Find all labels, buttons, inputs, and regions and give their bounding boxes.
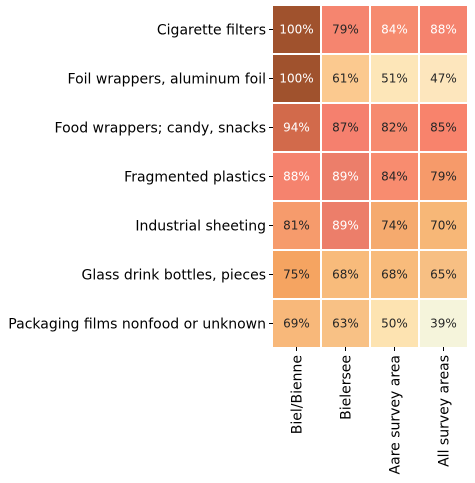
row-labels: Cigarette filters Foil wrappers, aluminum… <box>8 23 273 333</box>
heatmap-cell <box>273 153 320 200</box>
heatmap-cell <box>273 202 320 249</box>
heatmap-cell <box>322 251 369 298</box>
cell-value-label: 50% <box>381 317 408 331</box>
cell-value-label: 79% <box>430 170 457 184</box>
heatmap-cell <box>371 6 418 53</box>
column-label: Biel/Bienne <box>290 355 306 434</box>
heatmap-cell <box>420 300 467 347</box>
cell-value-label: 100% <box>279 72 313 86</box>
cell-value-label: 84% <box>381 170 408 184</box>
cell-value-label: 69% <box>283 317 310 331</box>
cell-value-label: 47% <box>430 72 457 86</box>
cell-value-label: 61% <box>332 72 359 86</box>
cell-value-label: 39% <box>430 317 457 331</box>
heatmap-cell <box>322 104 369 151</box>
heatmap-cell <box>273 251 320 298</box>
heatmap-cell <box>420 202 467 249</box>
cell-value-label: 84% <box>381 23 408 37</box>
cell-value-label: 88% <box>430 23 457 37</box>
heatmap-cell <box>273 300 320 347</box>
row-label: Industrial sheeting <box>135 219 266 235</box>
heatmap-cell <box>420 251 467 298</box>
heatmap-cell <box>322 153 369 200</box>
heatmap-cell <box>273 55 320 102</box>
cell-value-label: 74% <box>381 219 408 233</box>
cell-value-label: 82% <box>381 121 408 135</box>
cell-value-label: 70% <box>430 219 457 233</box>
cell-value-label: 51% <box>381 72 408 86</box>
heatmap-cell <box>273 104 320 151</box>
column-label: Bielersee <box>339 355 355 420</box>
column-label: All survey areas <box>437 355 453 467</box>
heatmap-cell <box>371 300 418 347</box>
row-label: Fragmented plastics <box>124 170 266 186</box>
cell-value-label: 100% <box>279 23 313 37</box>
cell-value-label: 89% <box>332 170 359 184</box>
heatmap-cell <box>420 6 467 53</box>
heatmap-cell <box>322 202 369 249</box>
cell-value-label: 65% <box>430 268 457 282</box>
cell-value-label: 85% <box>430 121 457 135</box>
heatmap-cell <box>371 104 418 151</box>
column-labels: Biel/Bienne Bielersee Aare survey area All … <box>290 347 453 474</box>
heatmap-cells <box>273 6 467 347</box>
heatmap-cell <box>371 202 418 249</box>
column-label: Aare survey area <box>388 355 404 474</box>
heatmap-cell <box>322 6 369 53</box>
row-label: Cigarette filters <box>157 23 266 39</box>
cell-value-label: 79% <box>332 23 359 37</box>
heatmap-cell <box>420 104 467 151</box>
heatmap-cell <box>420 55 467 102</box>
heatmap-cell <box>371 153 418 200</box>
heatmap-cell <box>371 251 418 298</box>
heatmap-cell <box>420 153 467 200</box>
cell-value-label: 89% <box>332 219 359 233</box>
row-label: Glass drink bottles, pieces <box>82 268 266 284</box>
cell-value-label: 88% <box>283 170 310 184</box>
cell-value-label: 94% <box>283 121 310 135</box>
row-label: Food wrappers; candy, snacks <box>55 121 266 137</box>
cell-value-label: 63% <box>332 317 359 331</box>
heatmap-cell <box>371 55 418 102</box>
cell-value-label: 68% <box>332 268 359 282</box>
cell-value-label: 75% <box>283 268 310 282</box>
row-label: Foil wrappers, aluminum foil <box>68 72 266 88</box>
cell-value-label: 87% <box>332 121 359 135</box>
heatmap-cell <box>273 6 320 53</box>
heatmap-cell <box>322 55 369 102</box>
cell-value-label: 81% <box>283 219 310 233</box>
row-label: Packaging films nonfood or unknown <box>8 317 266 333</box>
heatmap-cell <box>322 300 369 347</box>
cell-value-labels: 100% 79% 84% 88% 100% 61% 51% 47% 94% 87% 82% 85% 88… <box>279 23 456 331</box>
cell-value-label: 68% <box>381 268 408 282</box>
